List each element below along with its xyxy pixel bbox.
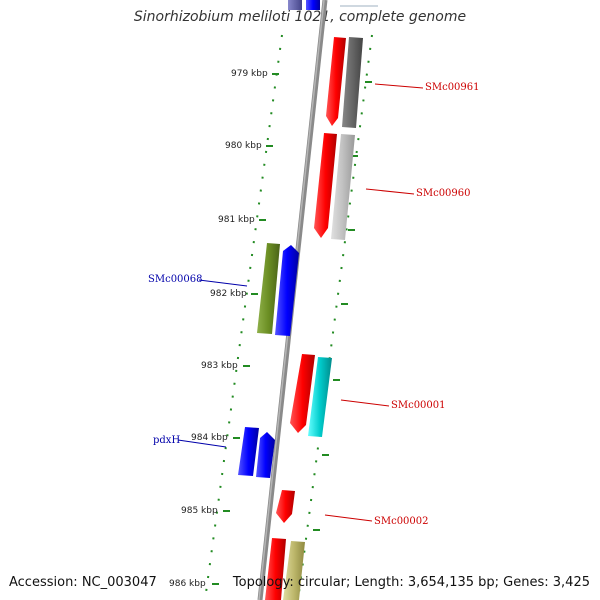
gene-pdxh-blue-b — [256, 432, 275, 478]
gene-smc00001-red — [290, 354, 315, 433]
tick-label-981: 981 kbp — [218, 215, 255, 225]
gene-smc00002-red — [276, 490, 295, 523]
tick-label-986: 986 kbp — [169, 579, 206, 589]
gene-smc00960-grey — [331, 134, 355, 240]
gene-top-purple — [288, 0, 302, 10]
gene-smc00961-red — [326, 37, 346, 126]
tick-label-980: 980 kbp — [225, 141, 262, 151]
gene-smc00960-red — [314, 133, 337, 238]
leader-smc00001 — [340, 399, 390, 407]
leader-pdxh — [177, 439, 227, 448]
tick-label-983: 983 kbp — [201, 361, 238, 371]
kbp-tick-marks — [212, 73, 279, 585]
gene-label-smc00961: SMc00961 — [425, 82, 480, 93]
tick-label-985: 985 kbp — [181, 506, 218, 516]
gene-smc00068-olive — [257, 243, 280, 334]
map-title: Sinorhizobium meliloti 1021, complete ge… — [133, 9, 467, 25]
gene-label-pdxh: pdxH — [153, 435, 180, 446]
gene-label-smc00001: SMc00001 — [391, 400, 446, 411]
gene-bottom-khaki — [283, 541, 305, 600]
leader-smc00002 — [324, 514, 373, 522]
gene-top-blue — [306, 0, 320, 10]
leader-smc00961 — [374, 83, 424, 89]
tick-label-984: 984 kbp — [191, 433, 228, 443]
genome-summary-text: Topology: circular; Length: 3,654,135 bp… — [232, 575, 590, 590]
gene-smc00001-cyan — [308, 357, 332, 437]
accession-text: Accession: NC_003047 — [9, 575, 157, 590]
gene-smc00961-grey — [342, 37, 363, 128]
tick-label-982: 982 kbp — [210, 289, 247, 299]
gene-pdxh-blue-a — [238, 427, 259, 476]
right-tick-marks — [313, 81, 372, 531]
gene-label-smc00960: SMc00960 — [416, 188, 471, 199]
gene-bottom-red — [265, 538, 286, 600]
gene-label-smc00068: SMc00068 — [148, 274, 203, 285]
gene-label-smc00002: SMc00002 — [374, 516, 429, 527]
tick-label-979: 979 kbp — [231, 69, 268, 79]
gene-smc00068-blue — [275, 245, 299, 336]
leader-smc00960 — [365, 188, 415, 195]
leader-smc00068 — [198, 279, 248, 287]
